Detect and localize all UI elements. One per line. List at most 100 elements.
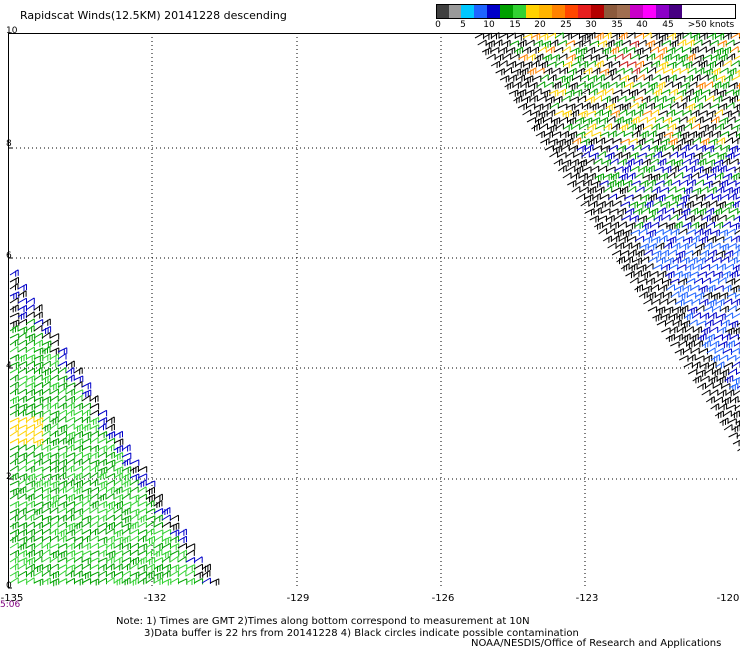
wind-barb: [538, 33, 549, 41]
wind-barb: [49, 360, 59, 368]
wind-barb: [647, 306, 658, 313]
wind-barb: [655, 131, 666, 140]
wind-barb: [514, 33, 525, 41]
wind-barb: [33, 514, 43, 522]
wind-barb: [686, 340, 695, 349]
wind-barb: [613, 214, 623, 221]
wind-barb: [105, 570, 115, 578]
wind-barb: [717, 389, 727, 397]
wind-barb: [694, 116, 704, 124]
wind-barb: [105, 459, 116, 467]
wind-barb: [691, 361, 701, 369]
wind-barb: [623, 131, 634, 138]
wind-barb: [145, 508, 156, 515]
wind-barb: [169, 529, 180, 537]
wind-barb: [33, 528, 43, 536]
wind-barb: [177, 578, 188, 585]
wind-barb: [9, 304, 19, 313]
wind-barb: [615, 67, 625, 75]
wind-barb: [533, 39, 543, 47]
wind-barb: [621, 39, 631, 47]
wind-barb: [9, 346, 19, 353]
wind-barb: [518, 53, 528, 62]
wind-barb: [568, 144, 578, 153]
wind-barb: [642, 173, 653, 181]
wind-barb: [81, 452, 92, 460]
wind-barb: [481, 47, 492, 56]
wind-barb: [668, 201, 678, 208]
wind-barb: [522, 109, 532, 116]
wind-barb: [649, 46, 659, 53]
wind-barb: [682, 347, 692, 354]
wind-barb: [558, 116, 568, 124]
wind-barb: [570, 61, 581, 68]
wind-barb: [709, 103, 720, 110]
wind-barb: [41, 402, 51, 410]
wind-barb: [510, 53, 520, 61]
wind-barb: [670, 165, 679, 173]
wind-barb: [201, 577, 211, 584]
wind-barb: [121, 549, 131, 556]
legend-swatch: [526, 5, 539, 18]
wind-barb: [41, 528, 51, 535]
wind-barb: [574, 117, 585, 125]
wind-barb: [680, 256, 690, 265]
wind-barb: [688, 319, 698, 326]
wind-barb: [629, 277, 639, 284]
wind-barb: [643, 123, 653, 131]
wind-barb: [669, 214, 679, 221]
wind-barb: [513, 46, 524, 55]
wind-barb: [610, 110, 620, 118]
wind-barb: [719, 179, 729, 188]
wind-barb: [548, 89, 559, 97]
wind-barb: [537, 95, 547, 103]
wind-barb: [719, 67, 729, 75]
wind-barb: [703, 306, 714, 313]
wind-barb: [9, 276, 19, 285]
wind-barb: [516, 89, 527, 98]
wind-barb: [97, 416, 108, 425]
wind-barb: [49, 416, 59, 425]
wind-barb: [708, 200, 718, 207]
wind-barb: [547, 124, 557, 133]
wind-barb: [593, 158, 603, 165]
wind-barb: [706, 284, 716, 293]
x-tick-label-132: -132: [143, 593, 167, 604]
wind-barb: [737, 448, 740, 452]
wind-barb: [698, 59, 708, 68]
wind-barb: [732, 200, 740, 209]
wind-barb: [728, 207, 739, 215]
wind-barb: [57, 507, 67, 515]
wind-barb: [735, 371, 740, 375]
wind-barb: [41, 487, 52, 495]
wind-barb: [683, 361, 693, 369]
wind-barb: [553, 46, 564, 54]
wind-barb: [529, 94, 538, 103]
wind-barb: [526, 53, 536, 61]
wind-barb: [698, 110, 708, 117]
wind-barb: [594, 173, 604, 182]
wind-barb: [720, 319, 730, 327]
wind-barb: [661, 39, 671, 47]
wind-barb: [81, 472, 91, 479]
wind-barb: [659, 298, 669, 305]
wind-barb: [630, 116, 640, 125]
wind-barb: [620, 263, 630, 272]
wind-barb: [81, 487, 92, 495]
wind-barb: [613, 103, 624, 111]
wind-barb: [546, 61, 557, 68]
wind-barb: [589, 152, 599, 160]
wind-barb: [714, 285, 724, 292]
wind-barb: [673, 46, 683, 53]
wind-barb: [145, 521, 155, 528]
wind-barb: [631, 180, 641, 187]
wind-barb: [81, 479, 91, 486]
wind-barb: [33, 430, 43, 437]
wind-barb: [567, 131, 578, 140]
wind-barb: [610, 60, 621, 68]
wind-barb: [682, 109, 692, 117]
wind-barb: [537, 46, 547, 53]
wind-barb: [9, 312, 20, 319]
wind-barb: [538, 110, 548, 119]
wind-barb: [647, 67, 657, 74]
